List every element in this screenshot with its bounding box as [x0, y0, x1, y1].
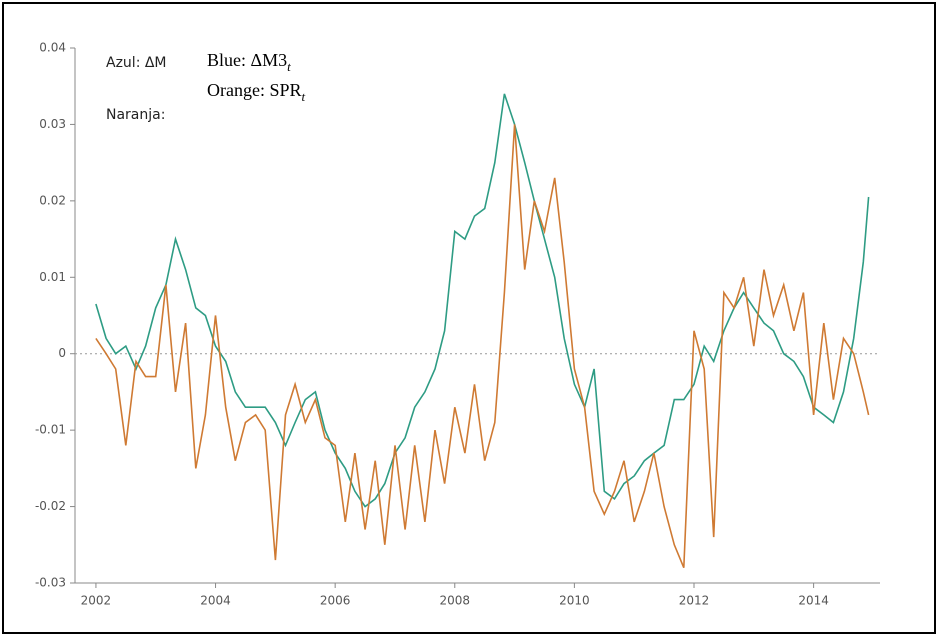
x-tick-label: 2010: [559, 594, 590, 608]
y-tick-label: -0.03: [35, 576, 66, 590]
y-tick-label: 0.02: [39, 193, 66, 207]
y-tick-label: 0.01: [39, 270, 66, 284]
x-tick-label: 2012: [679, 594, 710, 608]
annotation: Blue: ΔM3t: [207, 50, 291, 74]
y-tick-label: 0.03: [39, 117, 66, 131]
annotation-subscript: t: [287, 59, 291, 74]
y-tick-label: -0.01: [35, 423, 66, 437]
y-tick-label: -0.02: [35, 499, 66, 513]
x-tick-label: 2014: [798, 594, 829, 608]
annotation-subscript: t: [302, 89, 306, 104]
x-tick-label: 2006: [320, 594, 351, 608]
annotation: Azul: ΔM: [106, 55, 167, 71]
annotation: Orange: SPRt: [207, 80, 306, 104]
y-tick-label: 0.04: [39, 41, 66, 55]
series-line: [95, 124, 870, 569]
x-tick-label: 2002: [81, 594, 112, 608]
x-tick-label: 2008: [439, 594, 470, 608]
y-tick-label: 0: [58, 346, 66, 360]
annotation-text: Orange: SPR: [207, 80, 302, 100]
annotation-text: Blue: ΔM3: [207, 50, 287, 70]
annotation: Naranja:: [106, 107, 165, 123]
x-tick-label: 2004: [200, 594, 231, 608]
series-line: [95, 93, 870, 508]
